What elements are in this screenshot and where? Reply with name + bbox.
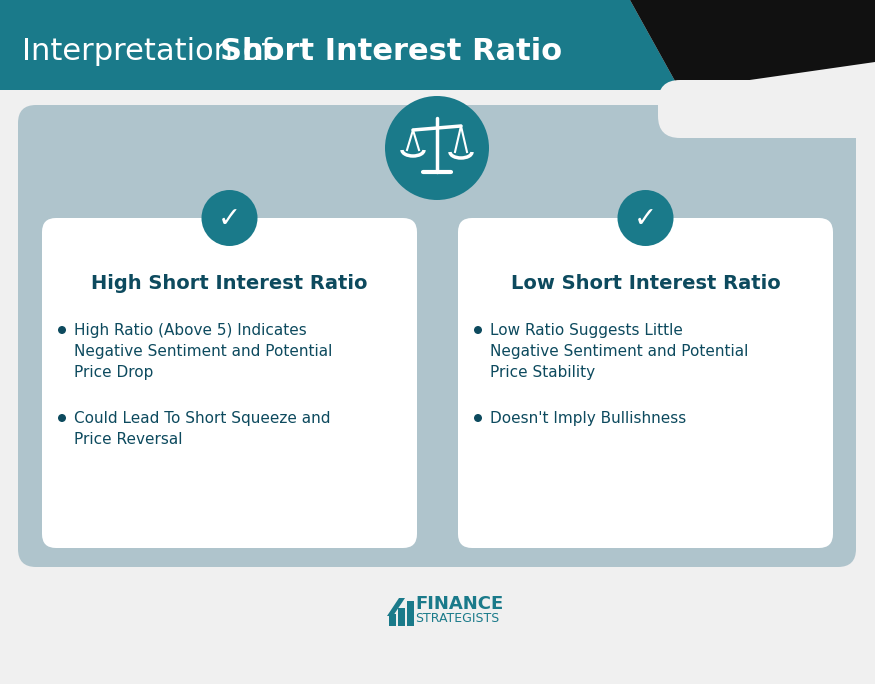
Bar	[407, 601, 414, 626]
Polygon shape	[0, 0, 680, 90]
Circle shape	[58, 414, 66, 422]
Text: Doesn't Imply Bullishness: Doesn't Imply Bullishness	[490, 411, 686, 426]
Circle shape	[474, 414, 482, 422]
Text: Low Ratio Suggests Little
Negative Sentiment and Potential
Price Stability: Low Ratio Suggests Little Negative Senti…	[490, 323, 748, 380]
Circle shape	[58, 326, 66, 334]
Text: High Short Interest Ratio: High Short Interest Ratio	[91, 274, 368, 293]
FancyBboxPatch shape	[42, 218, 417, 548]
Text: FINANCE: FINANCE	[415, 595, 503, 613]
Circle shape	[474, 326, 482, 334]
Text: ✓: ✓	[634, 205, 657, 233]
FancyBboxPatch shape	[18, 105, 856, 567]
Text: Interpretation of: Interpretation of	[22, 38, 282, 66]
Polygon shape	[387, 598, 405, 616]
Bar	[398, 608, 405, 626]
Text: STRATEGISTS: STRATEGISTS	[415, 612, 500, 625]
Text: Short Interest Ratio: Short Interest Ratio	[220, 38, 562, 66]
Text: Low Short Interest Ratio: Low Short Interest Ratio	[511, 274, 780, 293]
Polygon shape	[630, 0, 875, 90]
Bar	[389, 614, 396, 626]
Circle shape	[385, 96, 489, 200]
Text: High Ratio (Above 5) Indicates
Negative Sentiment and Potential
Price Drop: High Ratio (Above 5) Indicates Negative …	[74, 323, 332, 380]
Circle shape	[618, 190, 674, 246]
FancyBboxPatch shape	[458, 218, 833, 548]
FancyBboxPatch shape	[658, 80, 875, 138]
Text: ✓: ✓	[218, 205, 242, 233]
Circle shape	[201, 190, 257, 246]
Text: Could Lead To Short Squeeze and
Price Reversal: Could Lead To Short Squeeze and Price Re…	[74, 411, 331, 447]
